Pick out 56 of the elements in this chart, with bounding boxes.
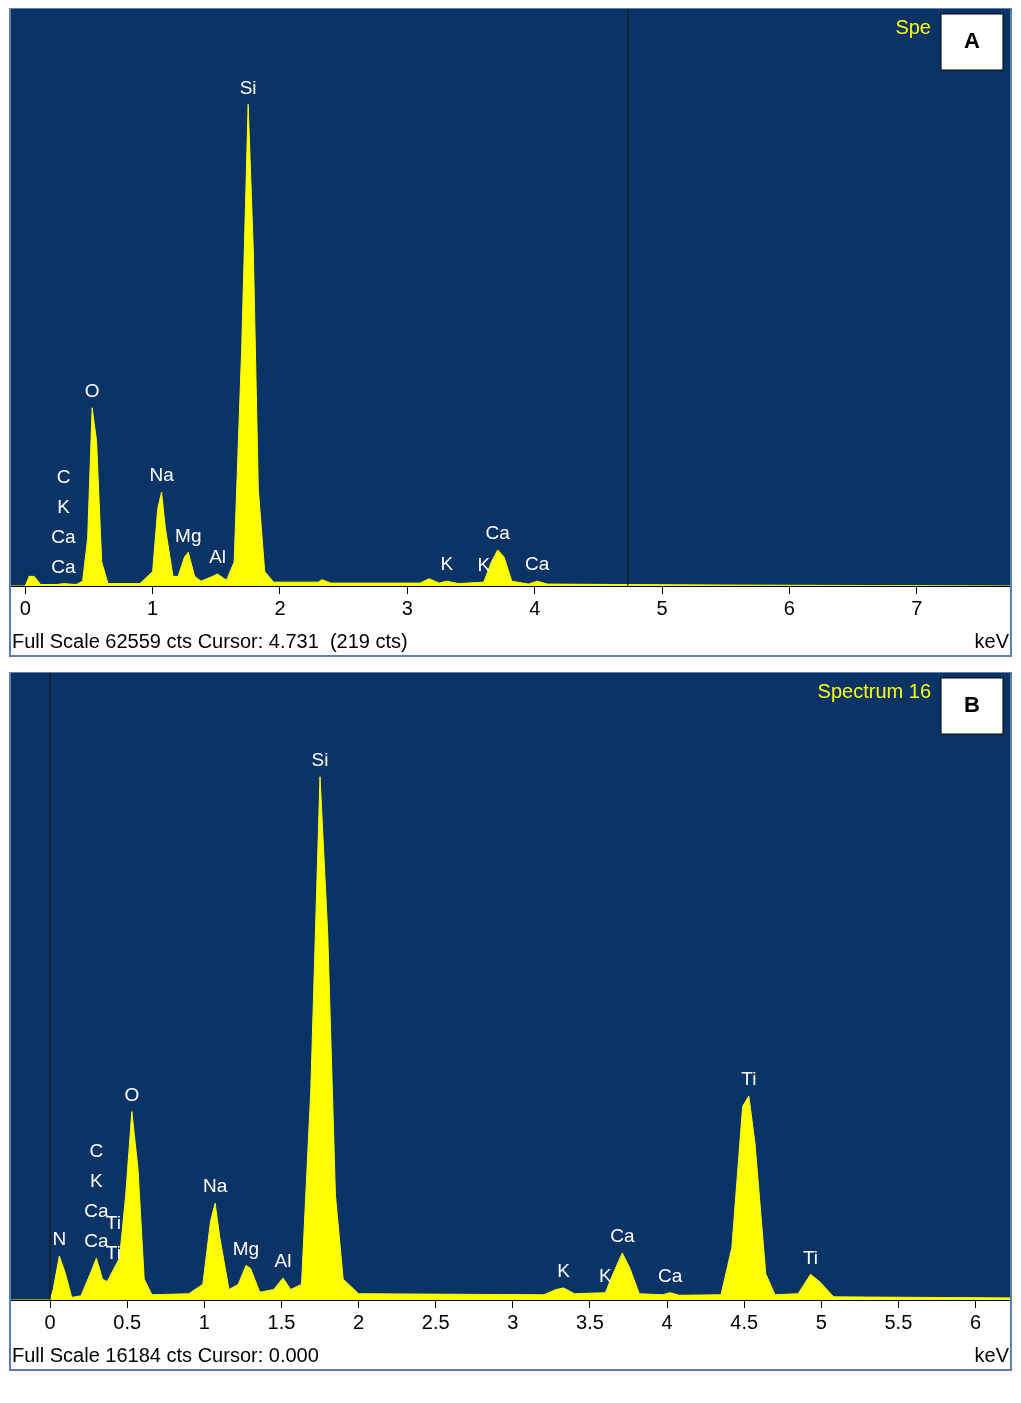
annotation: K xyxy=(557,1260,571,1282)
annotation: C xyxy=(89,1140,104,1162)
x-tick-label: 6 xyxy=(969,1310,982,1333)
annotation: Si xyxy=(311,748,329,770)
x-axis-title: keV xyxy=(974,629,1010,652)
x-tick-label: 2 xyxy=(353,1310,365,1333)
annotation: Ca xyxy=(525,553,550,575)
x-tick-label: 2.5 xyxy=(421,1310,450,1333)
annotation: K xyxy=(440,553,454,575)
annotation: Ca xyxy=(51,555,77,577)
x-tick-label: 3 xyxy=(401,596,413,619)
x-tick-label: 6 xyxy=(783,596,795,619)
annotation: Al xyxy=(274,1250,292,1272)
annotation: Si xyxy=(239,76,257,98)
x-tick-label: 0 xyxy=(44,1310,56,1333)
annotation: Mg xyxy=(175,524,202,546)
text: Full Scale 62559 cts Cursor: 4.731 (219 cts) xyxy=(12,629,408,652)
annotation: Mg xyxy=(232,1237,260,1259)
x-tick-label: 1 xyxy=(198,1310,210,1333)
annotation: K xyxy=(477,554,491,576)
annotation: Na xyxy=(149,464,175,486)
annotation: K xyxy=(57,495,71,517)
x-axis-title: keV xyxy=(974,1343,1010,1366)
x-tick-label: 0.5 xyxy=(113,1310,142,1333)
chart-subtitle: B xyxy=(964,692,980,718)
annotation: Al xyxy=(209,546,227,568)
x-tick-label: 4 xyxy=(529,596,541,619)
annotation: Ca xyxy=(51,525,77,547)
x-tick-label: 4.5 xyxy=(730,1310,759,1333)
annotation: Ti xyxy=(802,1246,819,1268)
annotation: O xyxy=(84,380,100,402)
annotation: C xyxy=(56,465,71,487)
x-tick-label: 5 xyxy=(815,1310,827,1333)
annotation: N xyxy=(52,1228,67,1250)
text: Full Scale 16184 cts Cursor: 0.000 xyxy=(12,1343,319,1366)
chart-subtitle: A xyxy=(964,28,981,54)
x-tick-label: 3.5 xyxy=(576,1310,604,1333)
x-tick-label: 5 xyxy=(656,596,668,619)
annotation: K xyxy=(599,1264,613,1286)
annotation: Ca xyxy=(610,1225,635,1247)
chart-title: Spe xyxy=(895,15,931,38)
x-tick-label: 4 xyxy=(661,1310,673,1333)
annotation: Ti xyxy=(741,1068,757,1090)
x-tick-label: 7 xyxy=(911,596,923,619)
annotation: K xyxy=(90,1170,104,1192)
x-tick-label: 2 xyxy=(274,596,286,619)
annotation: Ca xyxy=(485,522,511,544)
x-tick-label: 1.5 xyxy=(267,1310,296,1333)
x-tick-label: 3 xyxy=(507,1310,519,1333)
annotation: Ca xyxy=(657,1264,683,1286)
x-tick-label: 0 xyxy=(19,596,31,619)
chart-title: Spectrum 16 xyxy=(817,679,931,702)
annotation: Na xyxy=(202,1175,228,1197)
annotation: O xyxy=(124,1083,140,1105)
x-tick-label: 5.5 xyxy=(884,1310,913,1333)
x-tick-label: 1 xyxy=(147,596,159,619)
